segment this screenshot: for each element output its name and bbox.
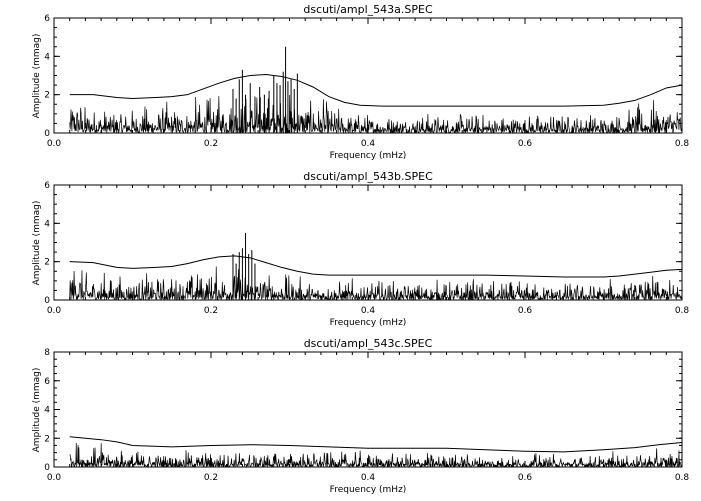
x-tick-label: 0.8: [675, 139, 690, 149]
threshold-line: [69, 436, 683, 453]
plot-frame: [53, 17, 683, 134]
x-tick-label: 0.2: [204, 306, 218, 316]
y-tick-label: 4: [44, 406, 50, 416]
y-tick-label: 4: [44, 219, 50, 229]
y-tick-label: 6: [44, 181, 50, 191]
y-tick-label: 0: [44, 129, 50, 139]
x-tick-label: 0.0: [47, 473, 62, 483]
panel-title: dscuti/ampl_543c.SPEC: [304, 337, 433, 350]
x-tick-label: 0.4: [361, 139, 376, 149]
noise-spectrum-line: [69, 94, 683, 135]
y-tick-label: 6: [44, 14, 50, 24]
panel-title: dscuti/ampl_543a.SPEC: [303, 3, 433, 16]
y-axis-label: Amplitude (mmag): [32, 34, 42, 119]
x-tick-label: 0.6: [518, 139, 533, 149]
x-tick-label: 0.8: [675, 306, 690, 316]
x-tick-label: 0.0: [47, 139, 62, 149]
y-axis-label: Amplitude (mmag): [32, 368, 42, 453]
spectrum-panel-b: dscuti/ampl_543b.SPEC Frequency (mHz) Am…: [32, 170, 689, 328]
panel-title: dscuti/ampl_543b.SPEC: [303, 170, 433, 183]
y-tick-label: 0: [44, 296, 50, 306]
spectrum-panel-a: dscuti/ampl_543a.SPEC Frequency (mHz) Am…: [32, 3, 689, 161]
threshold-line: [69, 255, 683, 278]
x-axis-label: Frequency (mHz): [330, 151, 407, 161]
y-tick-label: 4: [44, 52, 50, 62]
threshold-line: [69, 74, 683, 107]
spectrum-panel-c: dscuti/ampl_543c.SPEC Frequency (mHz) Am…: [32, 337, 689, 495]
plot-frame: [53, 351, 683, 468]
x-tick-label: 0.4: [361, 473, 376, 483]
x-tick-label: 0.8: [675, 473, 690, 483]
y-tick-label: 8: [44, 348, 50, 358]
noise-spectrum-line: [69, 266, 683, 302]
noise-spectrum-line: [69, 442, 683, 469]
y-axis-label: Amplitude (mmag): [32, 201, 42, 286]
x-tick-label: 0.0: [47, 306, 62, 316]
y-tick-label: 2: [44, 91, 50, 101]
y-tick-label: 2: [44, 258, 50, 268]
x-tick-label: 0.4: [361, 306, 376, 316]
x-tick-label: 0.2: [204, 473, 218, 483]
y-tick-label: 2: [44, 434, 50, 444]
x-tick-label: 0.2: [204, 139, 218, 149]
x-axis-label: Frequency (mHz): [330, 318, 407, 328]
y-tick-label: 6: [44, 377, 50, 387]
x-axis-label: Frequency (mHz): [330, 485, 407, 495]
x-tick-label: 0.6: [518, 306, 533, 316]
x-tick-label: 0.6: [518, 473, 533, 483]
y-tick-label: 0: [44, 463, 50, 473]
